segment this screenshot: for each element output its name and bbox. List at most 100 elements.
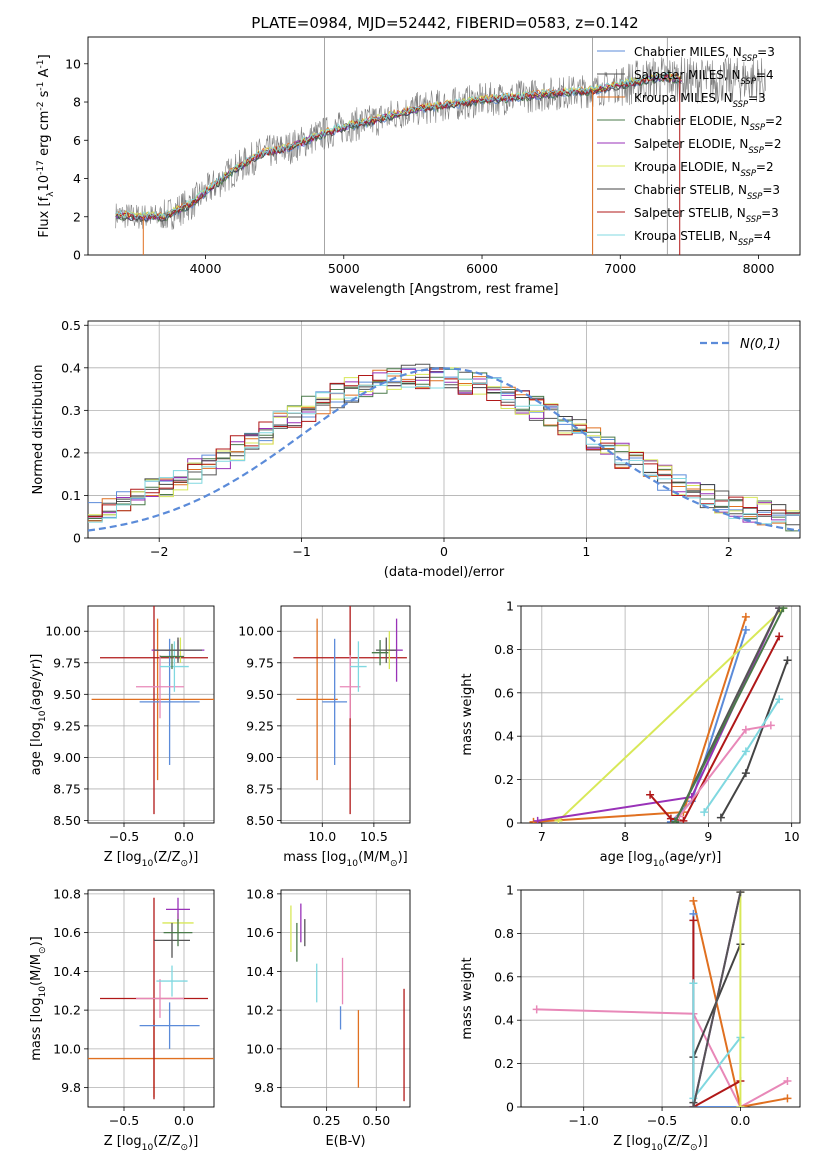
weight-marker [741, 725, 750, 734]
y-tick-label: 0.8 [494, 926, 514, 941]
axes-frame [87, 889, 215, 1108]
x-tick-label: 4000 [190, 261, 222, 276]
legend-label: N(0,1) [740, 337, 781, 352]
y-tick-label: 9.75 [53, 655, 81, 670]
weight-marker [741, 769, 750, 778]
x-tick-label: 7 [538, 829, 546, 844]
y-tick-label: 10 [65, 56, 81, 71]
weight-marker [532, 1005, 541, 1014]
model-line [115, 72, 682, 219]
x-tick-label: 5000 [328, 261, 360, 276]
y-tick-label: 10.2 [53, 1003, 81, 1018]
y-tick-label: 0.8 [494, 642, 514, 657]
weight-marker [689, 1103, 698, 1107]
x-tick-label: 9 [704, 829, 712, 844]
weight-marker [741, 612, 750, 621]
y-tick-label: 10.2 [246, 1003, 274, 1018]
y-tick-label: 9.25 [246, 718, 274, 733]
y-tick-label: 10.6 [246, 925, 274, 940]
y-axis-label: mass weight [460, 957, 475, 1039]
spectrum-legend: Chabrier MILES, NSSP=3 Salpeter MILES, NS… [597, 45, 783, 247]
weight-marker [716, 813, 725, 822]
y-tick-label: 8.50 [246, 813, 274, 828]
axes-frame [87, 605, 215, 824]
weight-marker [775, 695, 784, 704]
weight-marker [783, 1076, 792, 1085]
y-tick-label: 9.00 [246, 750, 274, 765]
x-tick-label: 0.0 [174, 829, 194, 844]
y-axis-label: age [log10(age/yr)] [29, 654, 48, 776]
x-tick-label: 8 [621, 829, 629, 844]
weight-line [533, 616, 747, 823]
x-tick-label: −0.5 [647, 1113, 677, 1128]
x-tick-label: 8000 [743, 261, 775, 276]
x-tick-label: −1 [292, 544, 310, 559]
x-tick-label: −0.5 [109, 829, 139, 844]
y-tick-label: 0.6 [494, 685, 514, 700]
weight-marker [736, 1103, 745, 1107]
y-tick-label: 8.50 [53, 813, 81, 828]
y-tick-label: 0.4 [494, 1013, 514, 1028]
y-tick-label: 9.50 [53, 687, 81, 702]
y-tick-label: 10.6 [53, 925, 81, 940]
weight-marker [783, 1094, 792, 1103]
legend-label: Kroupa MILES, NSSP=3 [634, 91, 766, 109]
model-line [115, 72, 682, 221]
panel-residuals: −2 −1 0 1 2 0 0.1 0.2 0.3 0.4 0.5 (data-model)/erro… [31, 318, 801, 580]
legend-label: Chabrier MILES, NSSP=3 [634, 45, 775, 63]
weight-marker [783, 656, 792, 665]
y-tick-label: 0.4 [494, 729, 514, 744]
residual-legend: N(0,1) [700, 337, 781, 352]
x-tick-label: 0.50 [362, 1113, 390, 1128]
y-tick-label: 2 [73, 209, 81, 224]
weight-line [536, 1008, 788, 1107]
plot-area [293, 606, 407, 815]
weight-marker [689, 916, 698, 925]
axes-frame [280, 889, 411, 1108]
x-axis-label: E(B-V) [325, 1134, 365, 1149]
weight-marker [529, 817, 538, 823]
legend-label: Kroupa ELODIE, NSSP=2 [634, 160, 774, 178]
legend-label: Chabrier ELODIE, NSSP=2 [634, 114, 783, 132]
y-tick-label: 9.25 [53, 718, 81, 733]
plot-area [115, 37, 766, 255]
x-tick-label: −0.5 [109, 1113, 139, 1128]
x-tick-label: 7000 [604, 261, 636, 276]
y-tick-label: 1 [506, 599, 514, 614]
y-axis-label: mass [log10(M/M⊙)] [29, 936, 48, 1060]
x-axis-label: Z [log10(Z/Z⊙)] [104, 1134, 199, 1153]
y-tick-label: 0 [73, 531, 81, 546]
y-tick-label: 0.5 [61, 318, 81, 333]
y-tick-label: 8 [73, 95, 81, 110]
panel-weight_vs_Z: −1.0 −0.5 0.0 0 0.2 0.4 0.6 0.8 1 Z [log10(Z/Z⊙)]… [460, 883, 801, 1153]
plot-area [88, 363, 800, 532]
y-tick-label: 10.4 [53, 964, 81, 979]
axes-frame [280, 605, 411, 824]
weight-marker [779, 606, 788, 613]
axes-frame [520, 605, 801, 824]
y-tick-label: 10.0 [53, 1041, 81, 1056]
plot-area [88, 897, 214, 1100]
x-axis-label: (data-model)/error [384, 565, 505, 580]
x-axis-label: age [log10(age/yr)] [600, 850, 722, 869]
legend-label: Kroupa STELIB, NSSP=4 [634, 229, 771, 247]
y-tick-label: 0 [73, 248, 81, 263]
weight-marker [741, 625, 750, 634]
gaussian-reference-line [88, 367, 800, 532]
histogram-step-line [88, 368, 800, 525]
weight-marker [666, 814, 675, 823]
x-tick-label: −2 [150, 544, 168, 559]
y-tick-label: 10.4 [246, 964, 274, 979]
weight-line [692, 900, 788, 1107]
weight-marker [741, 747, 750, 756]
y-tick-label: 1 [506, 883, 514, 898]
y-tick-label: 9.50 [246, 687, 274, 702]
y-tick-label: 4 [73, 171, 81, 186]
y-tick-label: 9.00 [53, 750, 81, 765]
x-tick-label: 10.5 [360, 829, 388, 844]
panel-mass_vs_Z: −0.5 0.0 9.8 10.0 10.2 10.4 10.6 10.8 Z [log10(Z… [29, 886, 215, 1153]
weight-marker [689, 896, 698, 905]
panel-spectrum: 4000 5000 6000 7000 8000 0 2 4 6 8 10 wavelength [A… [36, 36, 801, 297]
y-tick-label: 10.00 [238, 624, 274, 639]
